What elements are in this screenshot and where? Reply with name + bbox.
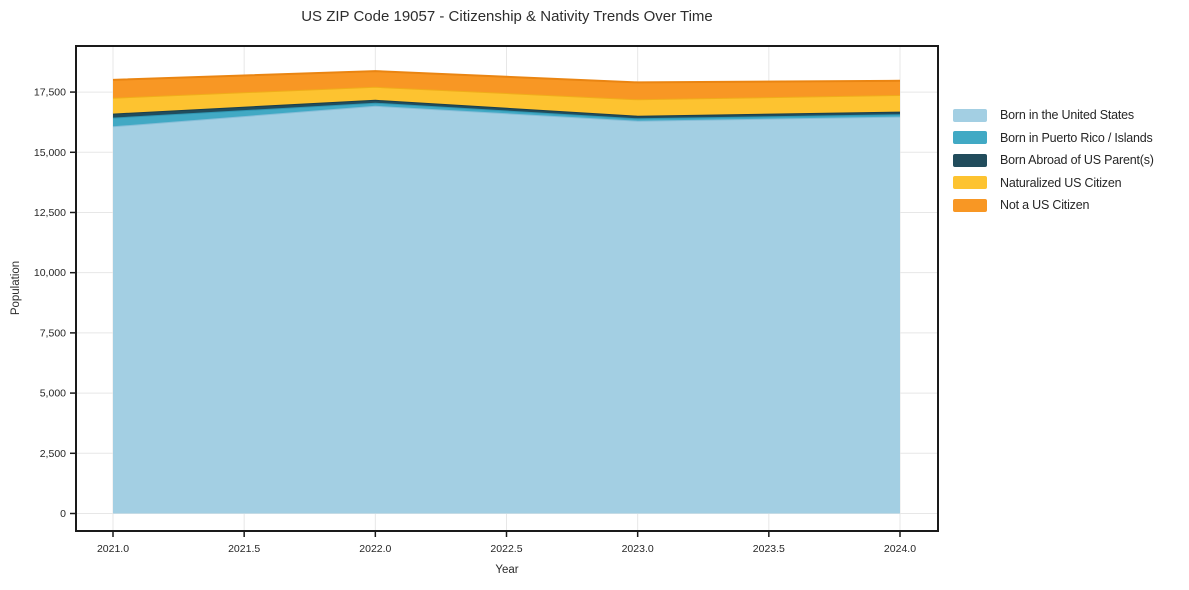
x-axis-label: Year [495,564,519,576]
area-series-0 [113,105,900,514]
legend-label: Born in the United States [1000,108,1134,123]
area-series-3 [113,86,900,116]
y-tick-label: 10,000 [34,267,66,279]
legend-swatch [953,108,987,122]
x-tick-label: 2023.5 [753,543,785,555]
y-axis-label: Population [10,260,22,316]
x-tick-label: 2024.0 [884,543,916,555]
legend-item-1: Born in Puerto Rico / Islands [953,127,1189,150]
legend-item-4: Not a US Citizen [953,194,1189,217]
y-tick-label: 2,500 [40,448,66,460]
y-tick-label: 0 [60,508,66,520]
x-tick-label: 2021.5 [228,543,260,555]
legend-label: Born Abroad of US Parent(s) [1000,153,1154,168]
x-tick-label: 2021.0 [97,543,129,555]
legend-swatch [953,131,987,145]
area-series-2 [113,99,900,119]
area-edge-4 [112,70,901,84]
legend-item-0: Born in the United States [953,104,1189,127]
legend-item-3: Naturalized US Citizen [953,172,1189,195]
legend-label: Not a US Citizen [1000,198,1090,213]
y-tick-label: 17,500 [34,87,66,99]
y-tick-label: 15,000 [34,147,66,159]
ticks: 2021.0 2021.5 2022.0 2022.5 2023.0 2023.5 2024… [34,87,916,555]
x-tick-label: 2023.0 [622,543,654,555]
legend-swatch [953,176,987,190]
legend-label: Naturalized US Citizen [1000,175,1122,190]
chart-title: US ZIP Code 19057 - Citizenship & Nativi… [301,8,713,25]
x-tick-label: 2022.5 [490,543,522,555]
y-tick-label: 7,500 [40,327,66,339]
area-series-1 [113,102,900,127]
legend-label: Born in Puerto Rico / Islands [1000,130,1153,145]
legend-swatch [953,198,987,212]
legend-swatch [953,153,987,167]
y-tick-label: 5,000 [40,388,66,400]
x-tick-label: 2022.0 [359,543,391,555]
area-series-4 [113,71,900,100]
y-tick-label: 12,500 [34,207,66,219]
legend: Born in the United States Born in Puerto … [953,104,1189,217]
legend-item-2: Born Abroad of US Parent(s) [953,149,1189,172]
stacked-areas [112,70,901,514]
